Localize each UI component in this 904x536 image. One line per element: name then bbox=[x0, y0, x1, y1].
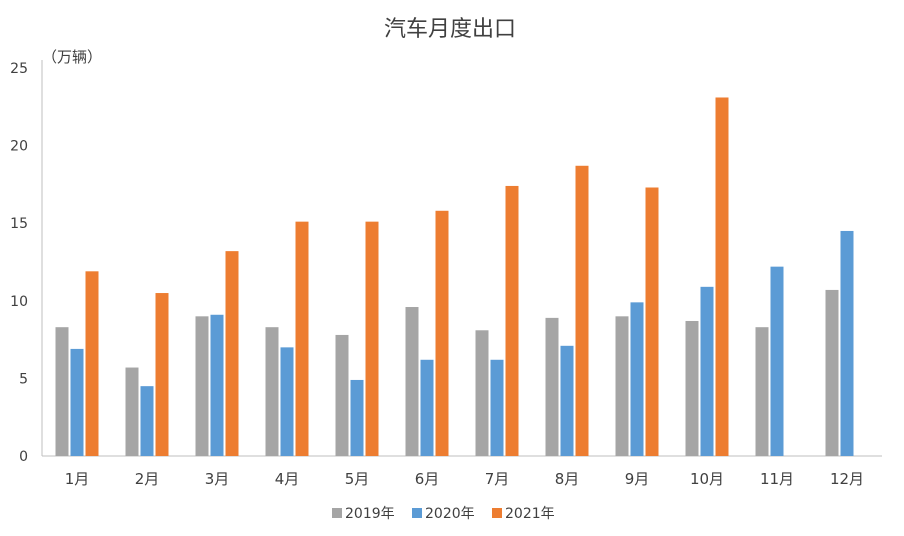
bar-2021年-4月 bbox=[295, 221, 309, 456]
bar-2020年-5月 bbox=[350, 379, 364, 456]
bar-2021年-2月 bbox=[155, 293, 169, 456]
legend-label: 2019年 bbox=[345, 506, 395, 522]
x-tick-label: 9月 bbox=[625, 470, 650, 488]
bar-2021年-7月 bbox=[505, 185, 519, 456]
x-tick-label: 2月 bbox=[135, 470, 160, 488]
x-tick-label: 8月 bbox=[555, 470, 580, 488]
y-tick-label: 0 bbox=[19, 449, 28, 465]
bar-2020年-4月 bbox=[280, 347, 294, 456]
bar-2019年-5月 bbox=[335, 334, 349, 456]
legend-swatch bbox=[332, 508, 342, 518]
bar-2019年-9月 bbox=[615, 316, 629, 456]
bar-2020年-3月 bbox=[210, 314, 224, 456]
x-tick-label: 11月 bbox=[760, 470, 794, 488]
bar-2020年-11月 bbox=[770, 266, 784, 456]
bar-2021年-10月 bbox=[715, 97, 729, 456]
bar-2020年-9月 bbox=[630, 302, 644, 456]
x-tick-label: 5月 bbox=[345, 470, 370, 488]
x-tick-label: 6月 bbox=[415, 470, 440, 488]
bar-2021年-8月 bbox=[575, 165, 589, 456]
x-tick-label: 10月 bbox=[690, 470, 724, 488]
bar-2019年-1月 bbox=[55, 327, 69, 456]
bar-2020年-1月 bbox=[70, 348, 84, 456]
bar-2020年-7月 bbox=[490, 359, 504, 456]
bar-2019年-7月 bbox=[475, 330, 489, 456]
bar-2021年-1月 bbox=[85, 271, 99, 456]
bar-2020年-10月 bbox=[700, 286, 714, 456]
legend-swatch bbox=[492, 508, 502, 518]
legend-label: 2020年 bbox=[425, 506, 475, 522]
bar-2020年-2月 bbox=[140, 386, 154, 456]
plot-area: 0 5 10 15 20 25 1月 2月 3月 4月 5月 6月 7月 8月 9月 10月 11月 12月 bbox=[10, 60, 882, 488]
x-tick-label: 12月 bbox=[830, 470, 864, 488]
chart-title: 汽车月度出口 bbox=[384, 17, 516, 42]
y-tick-label: 20 bbox=[10, 139, 28, 155]
y-tick-label: 10 bbox=[10, 294, 28, 310]
bar-2020年-6月 bbox=[420, 359, 434, 456]
x-tick-label: 3月 bbox=[205, 470, 230, 488]
bar-2020年-12月 bbox=[840, 230, 854, 456]
bar-2019年-11月 bbox=[755, 327, 769, 456]
bar-2019年-12月 bbox=[825, 289, 839, 456]
bar-2021年-3月 bbox=[225, 251, 239, 456]
legend: 2019年 2020年 2021年 bbox=[332, 506, 555, 522]
y-tick-label: 5 bbox=[19, 371, 28, 387]
bar-2021年-6月 bbox=[435, 210, 449, 456]
bar-2019年-6月 bbox=[405, 307, 419, 456]
bar-2020年-8月 bbox=[560, 345, 574, 456]
bar-2019年-8月 bbox=[545, 317, 559, 456]
bar-2019年-4月 bbox=[265, 327, 279, 456]
bar-2021年-5月 bbox=[365, 221, 379, 456]
bar-2019年-10月 bbox=[685, 320, 699, 456]
x-tick-label: 7月 bbox=[485, 470, 510, 488]
bar-2019年-3月 bbox=[195, 316, 209, 456]
legend-swatch bbox=[412, 508, 422, 518]
x-tick-label: 1月 bbox=[65, 470, 90, 488]
x-tick-label: 4月 bbox=[275, 470, 300, 488]
y-tick-label: 25 bbox=[10, 61, 28, 77]
y-tick-label: 15 bbox=[10, 216, 28, 232]
bar-2019年-2月 bbox=[125, 367, 139, 456]
legend-label: 2021年 bbox=[505, 506, 555, 522]
bar-2021年-9月 bbox=[645, 187, 659, 456]
y-axis-unit-label: （万辆） bbox=[42, 48, 102, 66]
